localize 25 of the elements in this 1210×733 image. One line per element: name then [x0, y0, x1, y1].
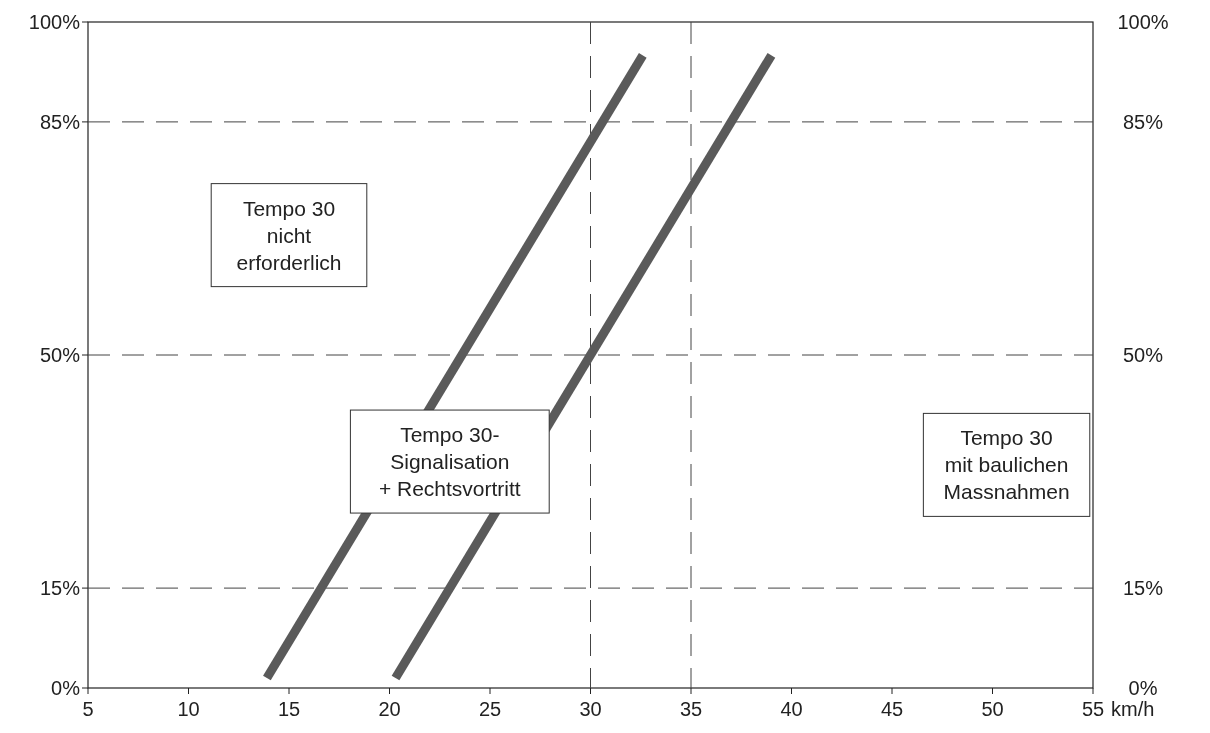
- y2-tick-label: 0%: [1128, 677, 1158, 699]
- y2-tick-label: 100%: [1117, 11, 1169, 33]
- annotation: Tempo 30- Signalisation + Rechtsvortritt: [378, 423, 521, 501]
- y-tick-label: 85%: [39, 110, 81, 133]
- y2-tick-label: 50%: [1122, 344, 1164, 366]
- x-tick-label: 15: [277, 698, 301, 720]
- y-tick-label: 0%: [51, 677, 81, 699]
- y2-tick-label: 85%: [1122, 110, 1164, 133]
- y-tick-label: 100%: [28, 11, 81, 33]
- y-tick-label: 15%: [39, 577, 81, 600]
- y2-tick-label: 15%: [1122, 577, 1164, 600]
- x-tick-label: 25: [478, 698, 502, 720]
- annotation: Tempo 30 nicht erforderlich: [236, 196, 342, 274]
- x-tick-label: 35: [679, 698, 703, 720]
- annotation: Tempo 30 mit baulichen Massnahmen: [943, 426, 1070, 504]
- x-tick-label: 30: [579, 698, 602, 720]
- y-tick-label: 50%: [39, 344, 81, 366]
- x-tick-label: 20: [378, 698, 401, 720]
- x-tick-label: 55: [1081, 698, 1105, 720]
- x-axis-title: km/h: [1111, 698, 1155, 720]
- x-tick-label: 45: [880, 698, 904, 720]
- x-tick-label: 5: [82, 698, 94, 720]
- x-tick-label: 10: [177, 698, 200, 720]
- x-tick-label: 50: [981, 698, 1004, 720]
- x-tick-label: 40: [780, 698, 803, 720]
